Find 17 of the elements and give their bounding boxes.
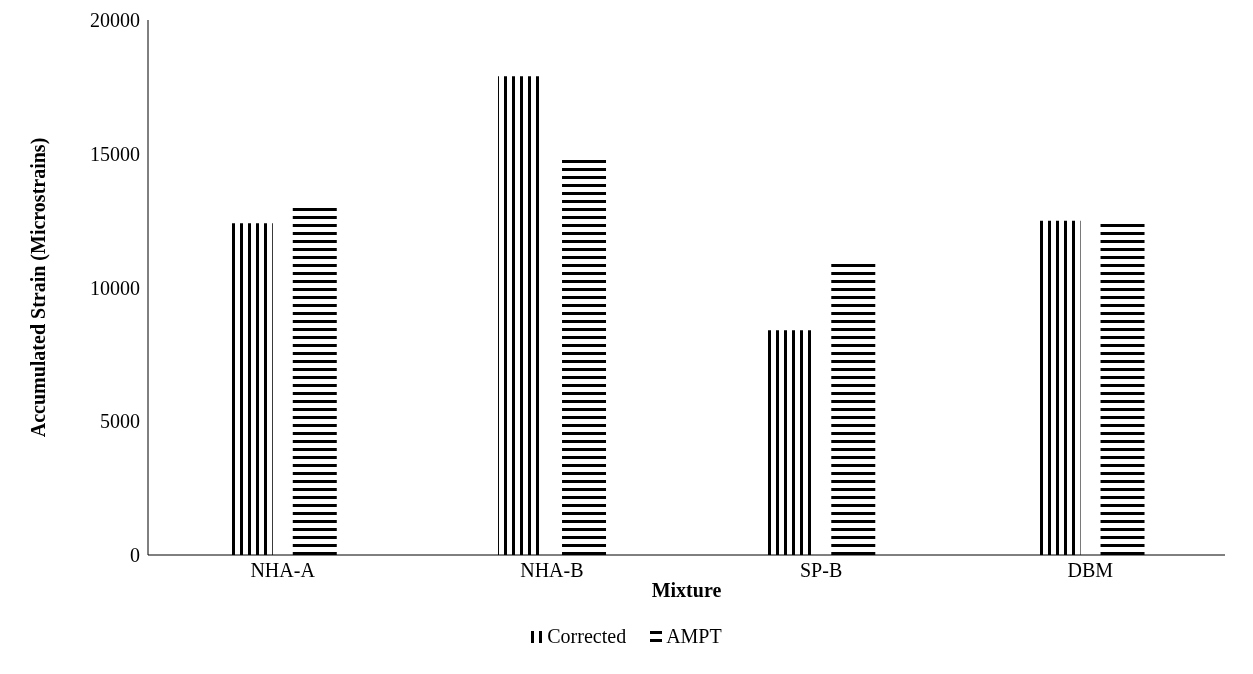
- y-tick-label: 5000: [100, 410, 140, 433]
- y-tick-label: 10000: [90, 276, 140, 299]
- legend-label: AMPT: [666, 625, 722, 648]
- bar: [767, 330, 812, 555]
- x-axis-title: Mixture: [651, 579, 722, 601]
- x-tick-label: NHA-A: [250, 559, 316, 582]
- x-tick-label: DBM: [1067, 559, 1114, 582]
- y-tick-label: 0: [130, 544, 140, 567]
- bar: [292, 207, 337, 555]
- x-tick-label: NHA-B: [520, 559, 584, 582]
- bar: [562, 159, 607, 555]
- bar: [1100, 221, 1145, 555]
- y-tick-label: 15000: [90, 142, 140, 165]
- x-tick-label: SP-B: [800, 559, 843, 582]
- legend-label: Corrected: [547, 625, 627, 648]
- y-axis-title: Accumulated Strain (Microstrains): [27, 137, 51, 438]
- y-tick-label: 20000: [90, 9, 140, 32]
